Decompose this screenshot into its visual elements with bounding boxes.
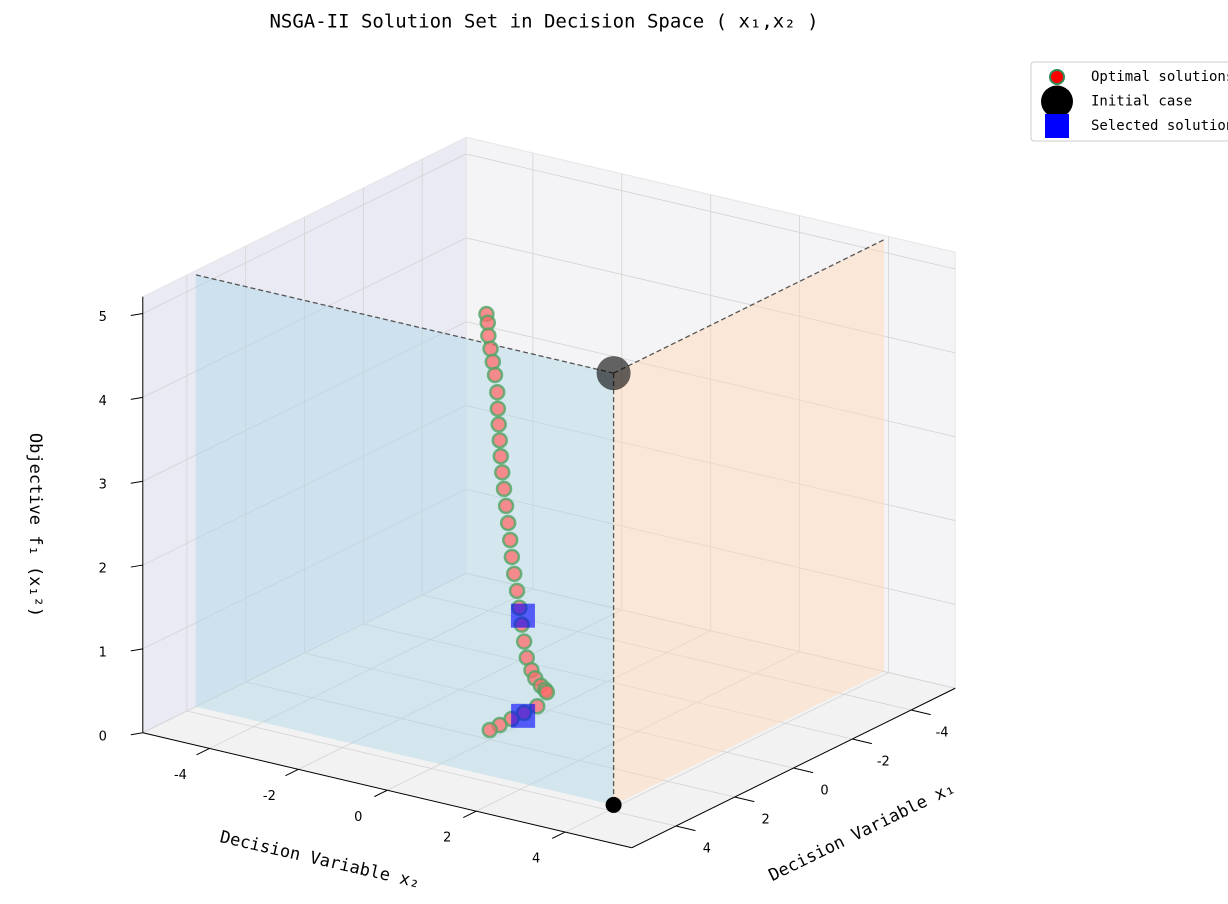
- z-tick: [130, 313, 143, 317]
- grid-line: [142, 237, 467, 398]
- x-tick-label: 0: [820, 784, 828, 799]
- reference-plane: [195, 274, 614, 805]
- point: [481, 721, 499, 739]
- legend-label: Selected solutions: [1091, 118, 1228, 134]
- z-tick-label: 5: [99, 310, 107, 325]
- legend-marker: [1041, 85, 1073, 118]
- grid-line: [209, 588, 534, 749]
- y-tick-label: 0: [354, 810, 362, 825]
- y-tick-label: -4: [174, 768, 187, 783]
- plot-area: -4 -2 0 2 4 -4 -2 0 2 4 0 1 2 3 4 5: [99, 136, 957, 867]
- legend-label: Optimal solutions: [1091, 69, 1228, 85]
- z-tick-label: 3: [99, 478, 107, 493]
- x-tick: [793, 767, 814, 774]
- x-tick: [734, 796, 755, 803]
- x-axis-label: Decision Variable x₁: [766, 778, 959, 886]
- y-axis-label: Decision Variable x₂: [218, 827, 422, 893]
- grid-line: [142, 489, 467, 650]
- x-tick: [852, 738, 872, 745]
- grid-line: [142, 572, 467, 734]
- legend: Optimal solutions Initial case Selected so…: [1030, 61, 1228, 142]
- grid-line: [298, 609, 622, 770]
- z-tick-label: 4: [99, 394, 107, 409]
- z-tick: [130, 480, 143, 484]
- z-tick-label: 2: [99, 562, 107, 577]
- grid-line: [142, 405, 467, 566]
- legend-marker: [1049, 69, 1065, 85]
- point: [505, 565, 523, 583]
- point: [493, 464, 511, 481]
- point: [503, 548, 521, 566]
- z-tick: [130, 564, 143, 568]
- point: [538, 683, 556, 701]
- point: [495, 480, 513, 498]
- y-tick: [374, 789, 388, 798]
- x-tick: [675, 825, 696, 832]
- z-tick-label: 0: [99, 729, 107, 744]
- point: [480, 327, 497, 344]
- y-tick: [551, 831, 566, 839]
- point: [510, 603, 535, 628]
- y-tick-label: 2: [443, 831, 451, 846]
- y-tick-label: 4: [532, 852, 540, 867]
- z-axis-label: Objective f₁ (x₁²): [25, 433, 45, 617]
- point: [486, 366, 504, 384]
- x-tick: [910, 709, 931, 716]
- z-tick-label: 1: [99, 645, 107, 660]
- z-tick: [130, 732, 143, 736]
- x-tick-label: 2: [762, 813, 770, 828]
- point: [501, 531, 519, 549]
- legend-marker: [1045, 114, 1069, 138]
- point: [489, 400, 507, 417]
- x-tick-label: -4: [936, 726, 949, 741]
- point: [490, 416, 507, 433]
- y-tick: [285, 768, 299, 777]
- grid-line: [142, 321, 467, 482]
- z-tick: [130, 648, 143, 652]
- reference-plane: [613, 239, 885, 805]
- floor-projection: [605, 796, 622, 813]
- chart-title: NSGA-II Solution Set in Decision Space (…: [269, 11, 818, 33]
- point: [489, 384, 506, 401]
- point: [511, 703, 536, 728]
- reference-line: [613, 239, 885, 374]
- point: [497, 497, 515, 515]
- point: [492, 448, 510, 465]
- point: [508, 582, 526, 600]
- point: [484, 353, 502, 371]
- y-tick: [196, 747, 210, 756]
- point: [596, 356, 631, 391]
- point: [499, 514, 517, 532]
- z-tick: [130, 396, 143, 400]
- x-tick-label: 4: [703, 842, 711, 857]
- point: [482, 340, 499, 358]
- x-tick-label: -2: [877, 755, 890, 770]
- legend-label: Initial case: [1091, 94, 1192, 110]
- grid-line: [142, 153, 467, 314]
- point: [491, 432, 508, 449]
- y-tick: [463, 810, 477, 818]
- legend-box: [1030, 61, 1228, 142]
- point: [515, 633, 533, 650]
- y-tick-label: -2: [263, 789, 276, 804]
